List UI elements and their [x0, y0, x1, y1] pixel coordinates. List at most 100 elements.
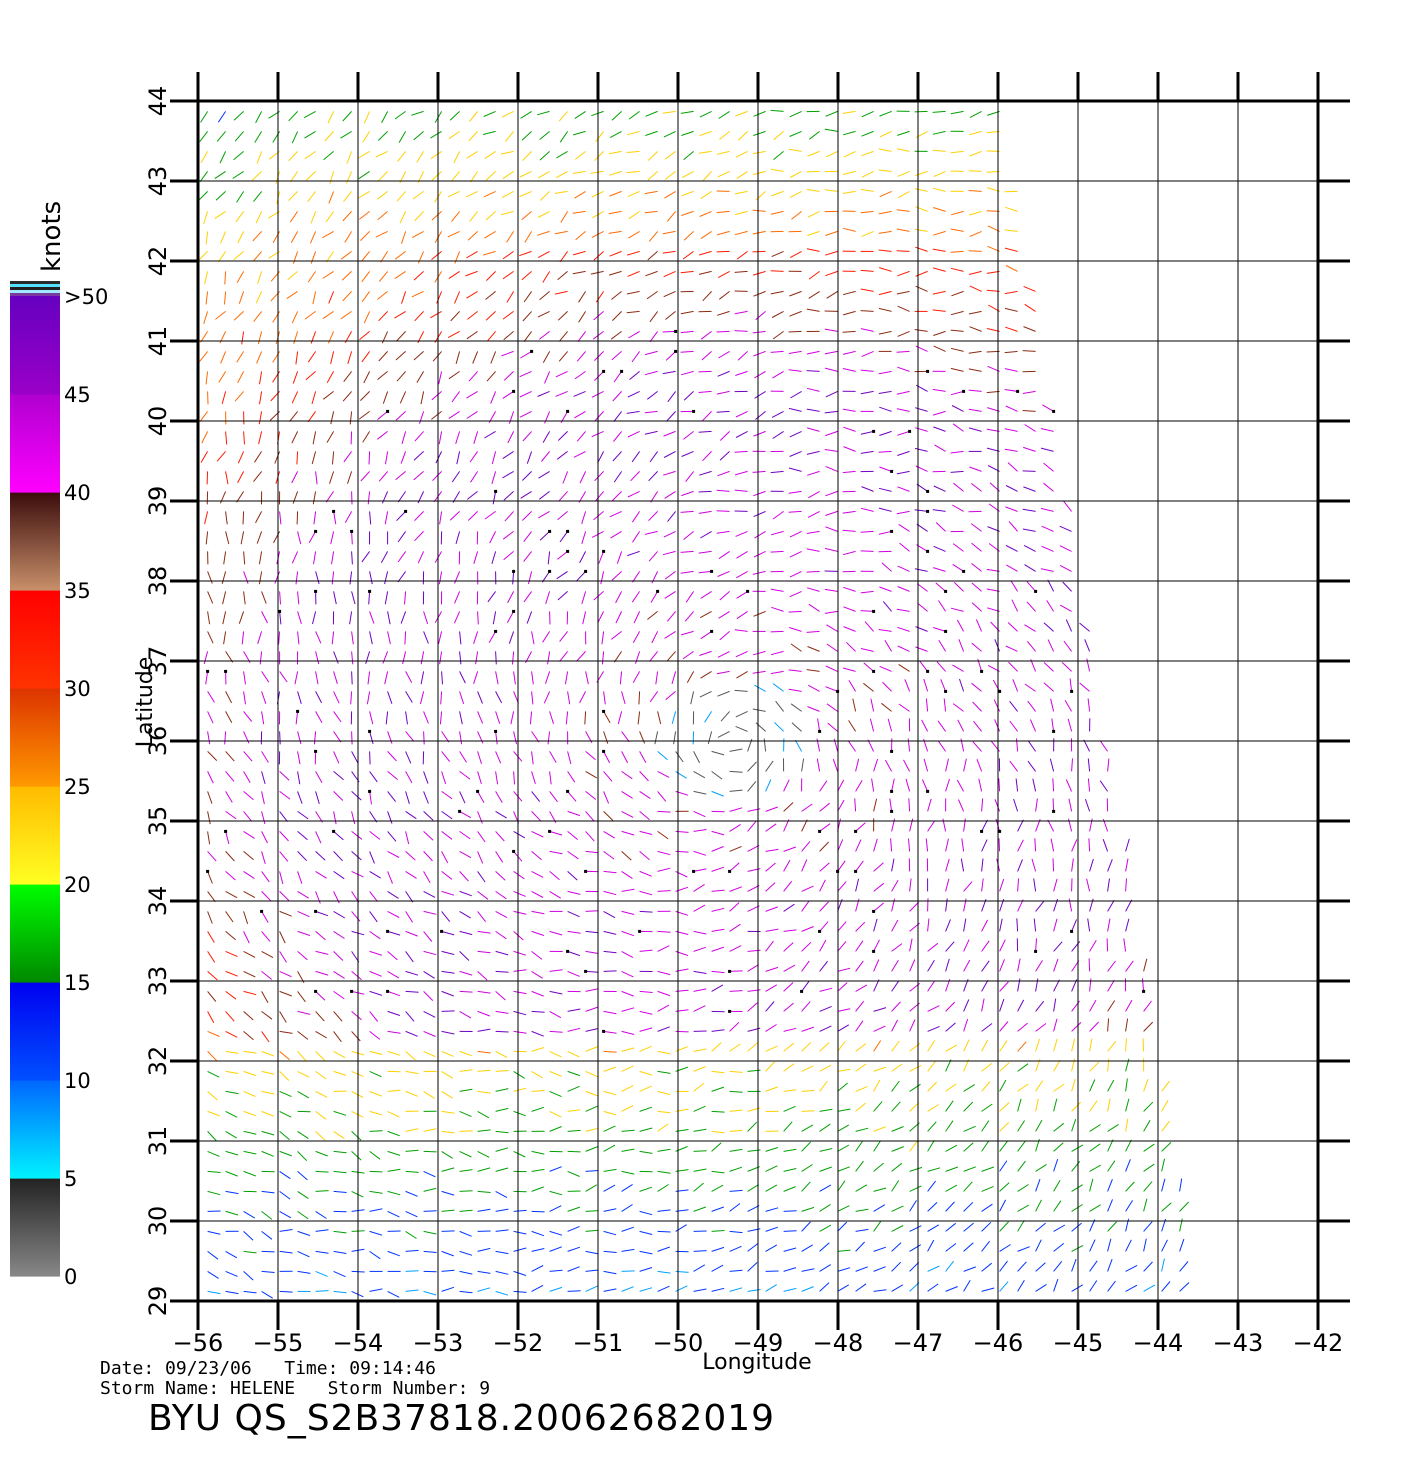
wind-vector: [351, 851, 362, 861]
wind-vector: [675, 770, 687, 779]
wind-vector: [1107, 979, 1115, 992]
wind-vector: [932, 187, 946, 192]
wind-vector: [806, 630, 820, 633]
wind-vector: [449, 511, 460, 521]
rain-flag-marker: [890, 529, 894, 533]
wind-vector: [584, 711, 587, 725]
wind-vector: [315, 471, 318, 485]
wind-vector: [1005, 405, 1018, 412]
rain-flag-marker: [566, 549, 570, 553]
wind-vector: [572, 270, 586, 275]
wind-vector: [413, 471, 424, 481]
wind-vector: [585, 970, 599, 973]
rain-flag-marker: [494, 729, 498, 733]
wind-vector: [508, 411, 515, 424]
wind-vector: [243, 970, 256, 978]
wind-vector: [313, 511, 317, 525]
wind-vector: [225, 1130, 237, 1139]
wind-vector: [770, 670, 784, 675]
wind-vector: [801, 1110, 815, 1112]
wind-vector: [351, 971, 362, 981]
legend-tick-label: 40: [64, 481, 91, 505]
rain-flag-marker: [872, 609, 876, 613]
wind-vector: [259, 391, 263, 405]
wind-vector: [574, 110, 586, 120]
wind-vector: [819, 901, 829, 912]
wind-vector: [971, 542, 982, 552]
wind-vector: [716, 330, 730, 333]
wind-vector: [639, 830, 653, 835]
wind-vector: [860, 507, 874, 512]
wind-vector: [837, 1124, 850, 1132]
wind-vector: [315, 711, 323, 723]
wind-vector: [729, 1189, 743, 1192]
wind-vector: [351, 831, 363, 840]
wind-vector: [207, 591, 214, 604]
wind-vector: [801, 1244, 814, 1252]
wind-vector: [578, 291, 587, 303]
wind-vector: [547, 731, 551, 745]
wind-vector: [616, 551, 623, 564]
wind-vector: [603, 910, 616, 919]
wind-vector: [999, 1199, 1007, 1212]
wind-vector: [369, 731, 374, 745]
wind-vector: [1161, 1142, 1172, 1152]
wind-vector: [295, 571, 299, 585]
wind-vector: [657, 1050, 671, 1055]
wind-vector: [873, 1187, 887, 1192]
wind-vector: [664, 630, 676, 639]
rain-flag-marker: [1052, 409, 1056, 413]
wind-vector: [891, 1063, 903, 1072]
wind-vector: [261, 1231, 273, 1240]
wind-vector: [753, 430, 766, 437]
wind-vector: [999, 1260, 1008, 1272]
wind-vector: [331, 571, 335, 585]
wind-vector: [358, 211, 370, 220]
wind-vector: [243, 751, 253, 762]
wind-vector: [333, 811, 337, 825]
wind-vector: [621, 1105, 634, 1112]
wind-vector: [369, 1190, 383, 1194]
rain-flag-marker: [728, 1009, 732, 1013]
wind-vector: [261, 611, 268, 624]
wind-vector: [205, 371, 209, 385]
wind-vector: [241, 331, 245, 345]
wind-vector: [369, 791, 372, 805]
wind-vector: [999, 1021, 1009, 1032]
wind-vector: [680, 570, 694, 574]
wind-vector: [377, 131, 388, 141]
wind-vector: [1059, 564, 1072, 572]
wind-vector: [423, 970, 435, 979]
wind-vector: [492, 491, 497, 505]
wind-vector: [639, 1010, 653, 1015]
wind-vector: [711, 1070, 725, 1074]
wind-vector: [952, 563, 964, 572]
wind-vector: [556, 451, 568, 460]
wind-vector: [486, 371, 496, 382]
wind-vector: [519, 170, 532, 178]
wind-vector: [257, 331, 263, 345]
wind-vector: [343, 371, 352, 383]
wind-vector: [747, 1042, 758, 1052]
wind-vector: [324, 131, 334, 142]
wind-vector: [693, 946, 707, 952]
wind-vector: [825, 270, 838, 277]
wind-vector: [369, 571, 373, 585]
wind-vector: [567, 1050, 580, 1058]
wind-vector: [981, 1081, 991, 1092]
wind-vector: [261, 1290, 273, 1299]
wind-vector: [495, 910, 508, 919]
wind-vector: [729, 1148, 743, 1152]
wind-vector: [945, 1059, 952, 1072]
wind-vector: [729, 923, 741, 932]
wind-vector: [531, 1284, 544, 1292]
wind-vector: [459, 1088, 473, 1092]
wind-vector: [225, 890, 238, 899]
wind-vector: [1004, 448, 1018, 452]
wind-vector: [449, 111, 460, 121]
wind-vector: [716, 530, 730, 534]
wind-vector: [806, 408, 820, 412]
wind-vector: [261, 691, 267, 704]
wind-vector: [469, 451, 479, 463]
wind-vector: [594, 371, 604, 381]
